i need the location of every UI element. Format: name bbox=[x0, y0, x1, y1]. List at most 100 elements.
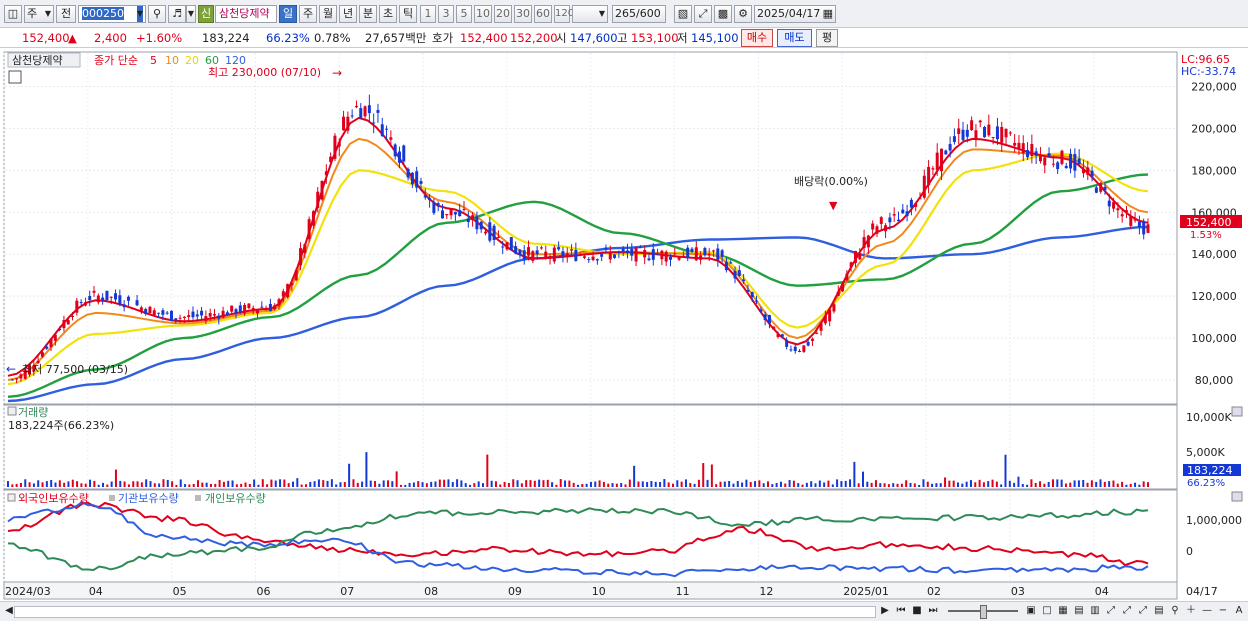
period-day[interactable]: 일 bbox=[279, 5, 297, 23]
custom-period-select[interactable]: ▼ bbox=[572, 5, 608, 23]
zoom-out-icon[interactable]: — bbox=[1202, 605, 1212, 616]
candle-body bbox=[449, 208, 453, 216]
volume-bar bbox=[110, 481, 113, 487]
zoom-in-icon[interactable]: ＋ bbox=[1186, 605, 1196, 616]
eval-button[interactable]: 평 bbox=[816, 29, 838, 47]
zoom-minus-icon[interactable]: − bbox=[1218, 605, 1228, 616]
candle-body bbox=[1034, 151, 1038, 156]
ma-lines bbox=[7, 116, 1149, 403]
candle-body bbox=[836, 291, 840, 296]
sell-button[interactable]: 매도 bbox=[777, 29, 812, 47]
period-tick[interactable]: 틱 bbox=[399, 5, 417, 23]
minute-3[interactable]: 3 bbox=[438, 5, 454, 23]
search-icon-bottom[interactable]: ⚲ bbox=[1171, 605, 1179, 616]
holding-panel-icon[interactable] bbox=[7, 493, 16, 502]
scroll-right-icon[interactable]: ▶ bbox=[881, 605, 889, 616]
candle-body bbox=[957, 128, 961, 135]
volume-bar bbox=[339, 482, 342, 487]
minute-10[interactable]: 10 bbox=[474, 5, 492, 23]
scroll-track[interactable] bbox=[14, 606, 876, 618]
calendar-icon[interactable]: ▦ bbox=[822, 7, 833, 20]
period-week[interactable]: 주 bbox=[299, 5, 317, 23]
font-size-icon[interactable]: A bbox=[1235, 605, 1243, 616]
tool-icon-1[interactable]: ▣ bbox=[1026, 605, 1036, 616]
type-select[interactable]: 주 ▼ bbox=[24, 5, 54, 23]
volume-bar bbox=[248, 483, 251, 487]
volume-bar bbox=[507, 482, 510, 487]
toolbar: ◫ 주 ▼ 전 000250 ▼ ⚲ ♬ ▼ 신 삼천당제약 일 주 월 년 분 초… bbox=[0, 0, 1248, 28]
tool-icon-8[interactable]: ⤢ bbox=[1139, 605, 1147, 616]
volume-bar bbox=[240, 483, 243, 487]
minute-30[interactable]: 30 bbox=[514, 5, 532, 23]
minute-60[interactable]: 60 bbox=[534, 5, 552, 23]
dropdown-icon[interactable]: ▼ bbox=[186, 5, 196, 23]
candle-body bbox=[436, 203, 440, 205]
volume-close-icon[interactable] bbox=[1231, 406, 1243, 417]
date-input[interactable]: 2025/04/17 ▦ bbox=[754, 5, 836, 23]
panel-title: 삼천당제약 bbox=[12, 53, 63, 67]
stock-name[interactable]: 삼천당제약 bbox=[215, 5, 277, 23]
volume-bar bbox=[283, 479, 286, 487]
volume-bar bbox=[361, 481, 364, 487]
period-year[interactable]: 년 bbox=[339, 5, 357, 23]
speaker-icon[interactable]: ♬ bbox=[168, 5, 186, 23]
price-panel[interactable] bbox=[3, 51, 1178, 405]
candle-body bbox=[750, 292, 754, 297]
fast-forward-icon[interactable]: ⏭ bbox=[928, 605, 938, 616]
volume-bar bbox=[680, 481, 683, 487]
chart-area[interactable]: 삼천당제약 종가 단순 5 10 20 60 120 최고 230,000 (0… bbox=[0, 49, 1248, 601]
minute-1[interactable]: 1 bbox=[420, 5, 436, 23]
count-input[interactable]: 265/600 bbox=[612, 5, 666, 23]
tool-icon-7[interactable]: ⤢ bbox=[1123, 605, 1131, 616]
tool-icon-3[interactable]: ▦ bbox=[1058, 605, 1068, 616]
volume-bar bbox=[533, 480, 536, 487]
gear-icon[interactable]: ⚙ bbox=[734, 5, 752, 23]
print-icon[interactable]: ▤ bbox=[1154, 605, 1164, 616]
minute-5[interactable]: 5 bbox=[456, 5, 472, 23]
candle-body bbox=[763, 314, 767, 321]
candle-body bbox=[746, 290, 750, 292]
volume-bar bbox=[676, 480, 679, 487]
minute-20[interactable]: 20 bbox=[494, 5, 512, 23]
buy-button[interactable]: 매수 bbox=[741, 29, 773, 47]
volume-bar bbox=[1060, 479, 1063, 487]
tool-icon-2[interactable]: □ bbox=[1042, 605, 1052, 616]
volume-bar bbox=[408, 482, 411, 487]
volume-panel-icon[interactable] bbox=[7, 406, 17, 416]
code-input[interactable]: 000250 ▼ bbox=[78, 5, 146, 23]
period-second[interactable]: 초 bbox=[379, 5, 397, 23]
candle-body bbox=[333, 135, 337, 159]
prev-button[interactable]: 전 bbox=[56, 5, 76, 23]
candle-icon[interactable]: ▧ bbox=[674, 5, 692, 23]
turnover-pct: 66.23% bbox=[266, 31, 310, 45]
stop-icon[interactable]: ■ bbox=[912, 605, 922, 616]
tool-icon-6[interactable]: ⤢ bbox=[1107, 605, 1115, 616]
max-note: 최고 230,000 (07/10) bbox=[208, 66, 321, 79]
tool-icon-5[interactable]: ▥ bbox=[1090, 605, 1100, 616]
volume-bar bbox=[594, 481, 597, 487]
candle-body bbox=[582, 256, 586, 258]
volume-bar bbox=[132, 481, 135, 487]
scroll-left-icon[interactable]: ◀ bbox=[5, 605, 13, 616]
minute-120[interactable]: 120 bbox=[554, 5, 574, 23]
chart-icon[interactable]: ◫ bbox=[4, 5, 22, 23]
period-month[interactable]: 월 bbox=[319, 5, 337, 23]
holding-close-icon[interactable] bbox=[1231, 491, 1243, 502]
search-icon[interactable]: ⚲ bbox=[148, 5, 166, 23]
rewind-icon[interactable]: ⏮ bbox=[896, 605, 906, 616]
draw-line-icon[interactable]: ⤢ bbox=[694, 5, 712, 23]
candle-body bbox=[841, 283, 845, 292]
x-axis-label: 07 bbox=[340, 585, 354, 598]
tool-icon-4[interactable]: ▤ bbox=[1074, 605, 1084, 616]
volume-bar bbox=[417, 481, 420, 487]
volume-bar bbox=[1086, 482, 1089, 487]
volume-bar bbox=[827, 480, 830, 487]
volume-bar bbox=[1138, 484, 1141, 487]
volume-bar bbox=[464, 483, 467, 487]
zoom-slider-handle[interactable] bbox=[980, 605, 987, 619]
period-minute[interactable]: 분 bbox=[359, 5, 377, 23]
volume-bar bbox=[317, 479, 320, 487]
save-icon[interactable]: ▩ bbox=[714, 5, 732, 23]
table-icon[interactable] bbox=[8, 70, 22, 84]
candle-body bbox=[28, 365, 32, 375]
